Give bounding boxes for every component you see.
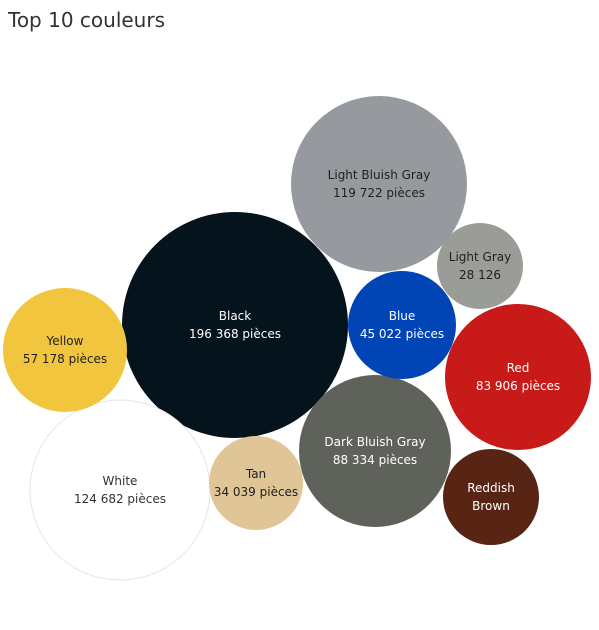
bubble-reddish-brown[interactable] (443, 449, 539, 545)
bubble-label-light-bluish-gray: Light Bluish Gray (328, 168, 431, 182)
bubble-value-blue: 45 022 pièces (360, 327, 444, 341)
bubble-tan[interactable] (209, 436, 303, 530)
bubble-value-white: 124 682 pièces (74, 492, 166, 506)
bubble-label-white: White (103, 474, 138, 488)
bubble-red[interactable] (445, 304, 591, 450)
chart-title: Top 10 couleurs (8, 8, 166, 32)
bubble-value-black: 196 368 pièces (189, 327, 281, 341)
bubble-value-tan: 34 039 pièces (214, 485, 298, 499)
bubble-label-light-gray: Light Gray (449, 250, 511, 264)
bubble-blue[interactable] (348, 271, 456, 379)
bubble-label-blue: Blue (389, 309, 416, 323)
bubble-label-dark-bluish-gray: Dark Bluish Gray (324, 435, 425, 449)
bubble-value-light-bluish-gray: 119 722 pièces (333, 186, 425, 200)
bubble-label-tan: Tan (245, 467, 266, 481)
bubble-yellow[interactable] (3, 288, 127, 412)
bubble-white[interactable] (29, 399, 211, 581)
bubble-light-bluish-gray[interactable] (291, 96, 467, 272)
bubble-light-gray[interactable] (437, 223, 523, 309)
bubble-value-light-gray: 28 126 (459, 268, 501, 282)
bubble-black[interactable] (122, 212, 348, 438)
bubble-label-black: Black (219, 309, 252, 323)
bubble-label-yellow: Yellow (46, 334, 84, 348)
bubble-label-red: Red (507, 361, 530, 375)
bubble-value-red: 83 906 pièces (476, 379, 560, 393)
bubble-value-dark-bluish-gray: 88 334 pièces (333, 453, 417, 467)
bubble-label-reddish-brown: Reddish Brown (467, 481, 515, 513)
bubble-value-yellow: 57 178 pièces (23, 352, 107, 366)
bubble-dark-bluish-gray[interactable] (299, 375, 451, 527)
